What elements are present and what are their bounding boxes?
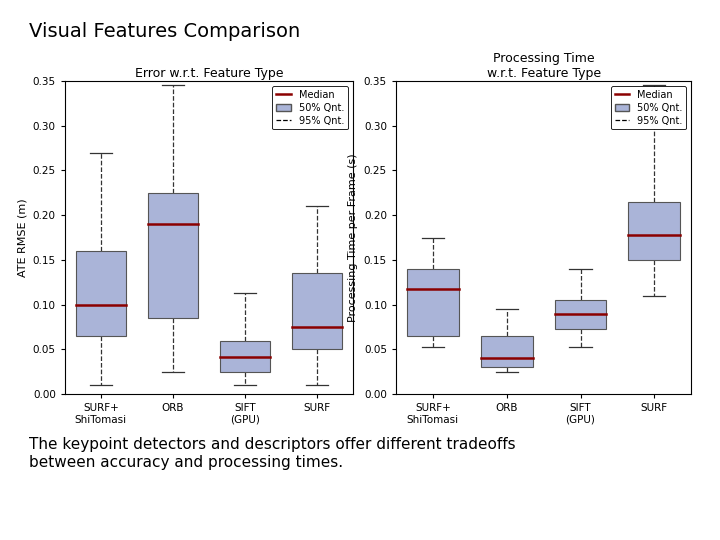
Y-axis label: ATE RMSE (m): ATE RMSE (m) xyxy=(17,198,27,277)
Bar xyxy=(148,193,198,318)
Bar xyxy=(407,269,459,336)
Y-axis label: Processing Time per Frame (s): Processing Time per Frame (s) xyxy=(348,153,359,322)
Text: The keypoint detectors and descriptors offer different tradeoffs
between accurac: The keypoint detectors and descriptors o… xyxy=(29,437,516,470)
Bar xyxy=(292,273,342,349)
Bar xyxy=(629,202,680,260)
Legend: Median, 50% Qnt., 95% Qnt.: Median, 50% Qnt., 95% Qnt. xyxy=(611,86,686,130)
Text: Visual Features Comparison: Visual Features Comparison xyxy=(29,22,300,40)
Bar xyxy=(76,251,126,336)
Title: Error w.r.t. Feature Type: Error w.r.t. Feature Type xyxy=(135,67,283,80)
Title: Processing Time
w.r.t. Feature Type: Processing Time w.r.t. Feature Type xyxy=(487,52,600,80)
Bar xyxy=(554,300,606,329)
Bar xyxy=(220,341,270,372)
Legend: Median, 50% Qnt., 95% Qnt.: Median, 50% Qnt., 95% Qnt. xyxy=(272,86,348,130)
Bar xyxy=(481,336,533,367)
